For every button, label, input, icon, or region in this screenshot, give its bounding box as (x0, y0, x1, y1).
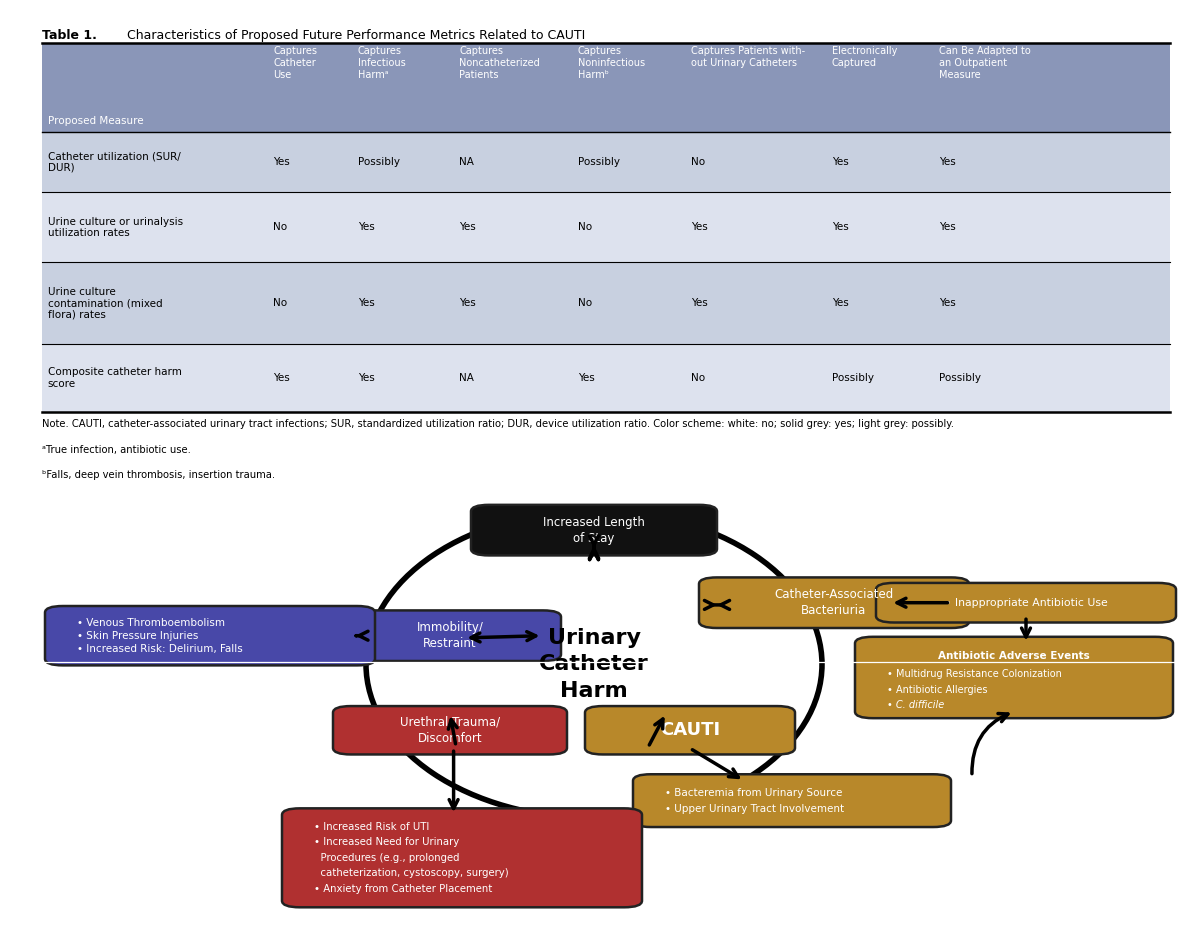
Bar (42, 262, 1170, 344)
Text: Table 1.: Table 1. (42, 29, 97, 42)
Text: Possibly: Possibly (358, 157, 400, 168)
Bar (42, 344, 1170, 412)
Bar (42, 43, 1170, 132)
Text: Proposed Measure: Proposed Measure (48, 117, 143, 126)
FancyBboxPatch shape (584, 706, 794, 755)
Text: Yes: Yes (938, 222, 955, 232)
Text: ᵃTrue infection, antibiotic use.: ᵃTrue infection, antibiotic use. (42, 445, 191, 456)
Text: • Increased Risk: Delirium, Falls: • Increased Risk: Delirium, Falls (77, 644, 244, 654)
Text: Possibly: Possibly (938, 373, 980, 383)
Text: • Venous Thromboembolism: • Venous Thromboembolism (77, 618, 226, 628)
Text: • Increased Need for Urinary: • Increased Need for Urinary (314, 837, 460, 847)
Text: No: No (691, 157, 704, 168)
Text: Captures
Catheter
Use: Captures Catheter Use (274, 46, 317, 80)
Text: • Skin Pressure Injuries: • Skin Pressure Injuries (77, 631, 199, 641)
Text: CAUTI: CAUTI (660, 721, 720, 739)
Text: Can Be Adapted to
an Outpatient
Measure: Can Be Adapted to an Outpatient Measure (938, 46, 1031, 80)
Text: Antibiotic Adverse Events: Antibiotic Adverse Events (938, 651, 1090, 661)
Text: • Inappropriate Antibiotic Use: • Inappropriate Antibiotic Use (944, 597, 1108, 607)
Text: • Anxiety from Catheter Placement: • Anxiety from Catheter Placement (314, 884, 493, 894)
Text: Yes: Yes (832, 298, 848, 308)
FancyBboxPatch shape (698, 578, 970, 628)
FancyBboxPatch shape (634, 774, 952, 827)
Text: Immobility/
Restraint: Immobility/ Restraint (416, 621, 484, 650)
Text: • Antibiotic Allergies: • Antibiotic Allergies (888, 684, 988, 694)
Text: No: No (274, 222, 287, 232)
Bar (42, 193, 1170, 262)
Text: • Increased Risk of UTI: • Increased Risk of UTI (314, 821, 430, 832)
Text: Yes: Yes (691, 222, 707, 232)
Text: Procedures (e.g., prolonged: Procedures (e.g., prolonged (314, 853, 460, 863)
Text: Yes: Yes (832, 157, 848, 168)
Text: ᵇFalls, deep vein thrombosis, insertion trauma.: ᵇFalls, deep vein thrombosis, insertion … (42, 470, 275, 481)
Text: Yes: Yes (274, 157, 290, 168)
Text: No: No (578, 222, 592, 232)
FancyBboxPatch shape (854, 637, 1174, 719)
Text: Increased Length
of Stay: Increased Length of Stay (544, 516, 644, 544)
Text: Yes: Yes (358, 298, 374, 308)
Text: Note. CAUTI, catheter-associated urinary tract infections; SUR, standardized uti: Note. CAUTI, catheter-associated urinary… (42, 419, 954, 429)
Text: Electronically
Captured: Electronically Captured (832, 46, 896, 69)
Text: • Upper Urinary Tract Involvement: • Upper Urinary Tract Involvement (665, 804, 845, 814)
Text: NA: NA (460, 373, 474, 383)
Text: Catheter utilization (SUR/
DUR): Catheter utilization (SUR/ DUR) (48, 151, 180, 173)
Text: Yes: Yes (358, 222, 374, 232)
Text: Catheter-Associated
Bacteriuria: Catheter-Associated Bacteriuria (774, 588, 894, 618)
Text: Possibly: Possibly (832, 373, 874, 383)
Text: Yes: Yes (691, 298, 707, 308)
Text: Yes: Yes (578, 373, 594, 383)
Text: Yes: Yes (938, 157, 955, 168)
Text: catheterization, cystoscopy, surgery): catheterization, cystoscopy, surgery) (314, 869, 509, 879)
FancyBboxPatch shape (282, 808, 642, 907)
Text: Characteristics of Proposed Future Performance Metrics Related to CAUTI: Characteristics of Proposed Future Perfo… (119, 29, 584, 42)
Text: Yes: Yes (358, 373, 374, 383)
Text: • Multidrug Resistance Colonization: • Multidrug Resistance Colonization (888, 669, 1062, 680)
Text: Urine culture
contamination (mixed
flora) rates: Urine culture contamination (mixed flora… (48, 286, 162, 319)
Text: No: No (691, 373, 704, 383)
Bar (42, 132, 1170, 193)
Text: Possibly: Possibly (578, 157, 619, 168)
Text: Captures
Noncatheterized
Patients: Captures Noncatheterized Patients (460, 46, 540, 80)
FancyBboxPatch shape (470, 505, 716, 556)
FancyBboxPatch shape (338, 610, 562, 661)
Text: Composite catheter harm
score: Composite catheter harm score (48, 368, 181, 389)
Text: Yes: Yes (274, 373, 290, 383)
Text: No: No (578, 298, 592, 308)
Text: Yes: Yes (460, 222, 476, 232)
Text: Urine culture or urinalysis
utilization rates: Urine culture or urinalysis utilization … (48, 217, 182, 238)
Text: No: No (274, 298, 287, 308)
FancyBboxPatch shape (876, 583, 1176, 622)
Text: Yes: Yes (832, 222, 848, 232)
FancyBboxPatch shape (46, 606, 374, 666)
Text: Yes: Yes (938, 298, 955, 308)
Text: Captures
Infectious
Harmᵃ: Captures Infectious Harmᵃ (358, 46, 406, 80)
Text: Yes: Yes (460, 298, 476, 308)
Text: Captures Patients with-
out Urinary Catheters: Captures Patients with- out Urinary Cath… (691, 46, 805, 69)
Text: • C. difficile: • C. difficile (888, 700, 944, 709)
Text: NA: NA (460, 157, 474, 168)
Text: Urethral Trauma/
Discomfort: Urethral Trauma/ Discomfort (400, 716, 500, 745)
Text: • Bacteremia from Urinary Source: • Bacteremia from Urinary Source (665, 788, 842, 797)
Text: Urinary
Catheter
Harm: Urinary Catheter Harm (539, 628, 649, 701)
FancyBboxPatch shape (332, 706, 568, 755)
Text: Captures
Noninfectious
Harmᵇ: Captures Noninfectious Harmᵇ (578, 46, 644, 80)
